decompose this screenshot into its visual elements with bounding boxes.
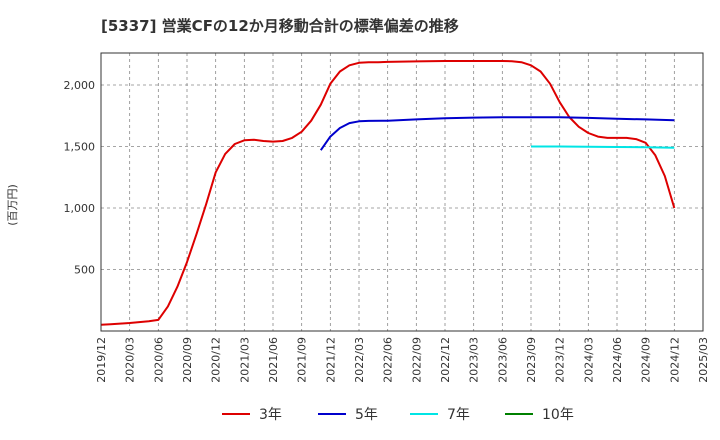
y-axis-label: (百万円) <box>6 184 19 226</box>
x-tick-label: 2022/03 <box>353 337 366 383</box>
y-tick-label: 2,000 <box>64 79 96 92</box>
y-tick-label: 1,000 <box>64 202 96 215</box>
series-layer <box>100 60 676 326</box>
x-tick-label: 2021/12 <box>324 337 337 383</box>
series-line-3年 <box>100 60 676 326</box>
x-tick-label: 2021/03 <box>238 337 251 383</box>
x-tick-label: 2021/09 <box>296 337 309 383</box>
y-axis-ticks: 500 1,000 1,500 2,000 <box>64 79 96 277</box>
x-tick-label: 2020/06 <box>152 337 165 383</box>
x-tick-label: 2023/09 <box>525 337 538 383</box>
series-line-5年 <box>319 116 675 151</box>
y-tick-label: 500 <box>74 263 95 276</box>
x-tick-label: 2022/12 <box>439 337 452 383</box>
x-tick-label: 2024/09 <box>640 337 653 383</box>
x-tick-label: 2023/03 <box>468 337 481 383</box>
legend: 3年 5年 7年 10年 <box>222 407 574 423</box>
x-tick-label: 2024/03 <box>582 337 595 383</box>
series-line-7年 <box>531 145 675 149</box>
vertical-gridlines <box>100 53 704 331</box>
chart-title: [5337] 営業CFの12か月移動合計の標準偏差の推移 <box>101 17 459 35</box>
x-tick-label: 2025/03 <box>697 337 710 383</box>
x-tick-label: 2023/12 <box>554 337 567 383</box>
plot-frame <box>100 52 704 332</box>
legend-label-7年: 7年 <box>447 407 470 423</box>
legend-label-3年: 3年 <box>259 407 282 423</box>
x-tick-label: 2024/06 <box>611 337 624 383</box>
x-tick-label: 2020/03 <box>124 337 137 383</box>
x-tick-label: 2023/06 <box>496 337 509 383</box>
x-tick-label: 2019/12 <box>95 337 108 383</box>
x-tick-label: 2020/09 <box>181 337 194 383</box>
legend-label-5年: 5年 <box>355 407 378 423</box>
x-tick-label: 2024/12 <box>668 337 681 383</box>
x-tick-label: 2021/06 <box>267 337 280 383</box>
y-tick-label: 1,500 <box>64 140 96 153</box>
horizontal-gridlines <box>101 84 703 270</box>
x-tick-label: 2022/06 <box>382 337 395 383</box>
x-axis-ticks: 2019/12 2020/03 2020/06 2020/09 2020/12 2021/… <box>95 337 710 383</box>
plot-area <box>101 53 703 331</box>
x-tick-label: 2022/09 <box>410 337 423 383</box>
x-tick-label: 2020/12 <box>210 337 223 383</box>
legend-label-10年: 10年 <box>542 407 574 423</box>
